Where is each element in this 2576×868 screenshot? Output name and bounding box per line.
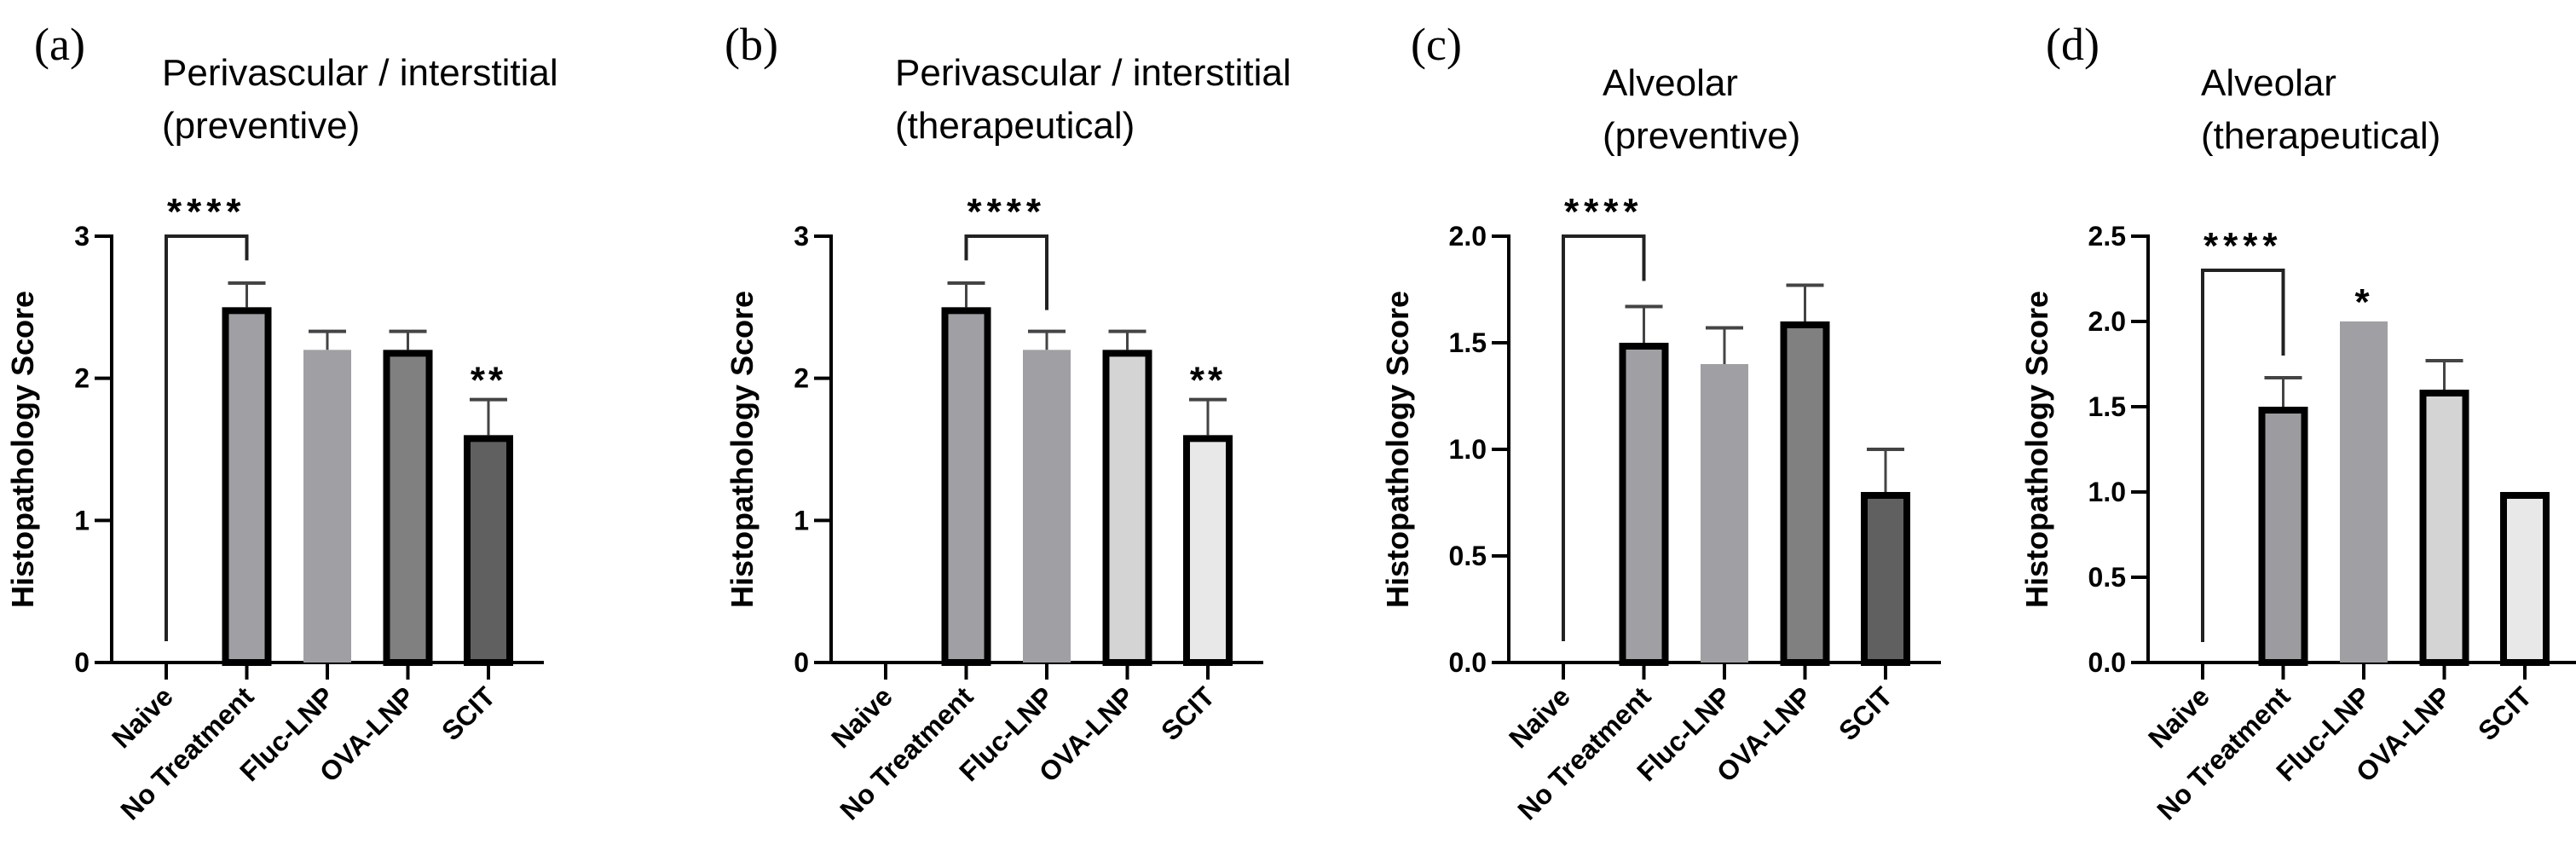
y-tick-label: 3 (794, 221, 809, 252)
significance-label: **** (967, 191, 1047, 233)
significance-label: **** (167, 191, 246, 233)
panel-title: (preventive) (162, 105, 360, 147)
x-tick-label: SCIT (2472, 680, 2538, 746)
y-tick-label: 2 (74, 363, 90, 394)
panel-title: Alveolar (1603, 62, 1738, 104)
y-axis-label: Histopathology Score (725, 291, 760, 608)
y-tick-label: 0.5 (2088, 562, 2126, 593)
significance-label: ** (471, 360, 506, 402)
panel-title: Perivascular / interstitial (162, 52, 558, 94)
panel-label: (a) (34, 19, 85, 70)
y-tick-label: 1 (794, 505, 809, 535)
panel-label: (b) (725, 19, 778, 70)
x-tick-label: Naive (825, 680, 898, 754)
y-tick-label: 1.0 (2088, 477, 2126, 507)
bar (383, 350, 433, 666)
bar (2500, 492, 2550, 666)
bar (303, 350, 351, 663)
y-tick-label: 1.5 (2088, 391, 2126, 422)
significance-bracket (2201, 269, 2285, 642)
y-tick-label: 2.0 (1449, 221, 1487, 252)
significance-label: **** (1564, 191, 1643, 233)
x-tick-label: Naive (106, 680, 179, 754)
panel-title: (preventive) (1603, 115, 1800, 157)
y-tick-label: 0 (74, 647, 90, 678)
panel-title: Perivascular / interstitial (895, 52, 1291, 94)
bar (2340, 321, 2388, 663)
y-tick-label: 2 (794, 363, 809, 394)
panel-d: (d) Alveolar (therapeutical) Histopathology… (2019, 19, 2576, 826)
bar (222, 307, 272, 666)
x-tick-label: Naive (2142, 680, 2215, 754)
bar (464, 435, 513, 666)
y-tick-label: 1.0 (1449, 434, 1487, 465)
bar (1861, 492, 1910, 666)
panel-title: (therapeutical) (2201, 115, 2440, 157)
y-tick-label: 0.0 (1449, 647, 1487, 678)
bar (1023, 350, 1071, 663)
significance-bracket (1562, 234, 1646, 641)
bar (941, 307, 991, 666)
x-tick-label: SCIT (1833, 680, 1898, 746)
bar (1701, 364, 1748, 663)
y-tick-label: 2.0 (2088, 306, 2126, 337)
y-tick-label: 1.5 (1449, 327, 1487, 358)
bar (1619, 343, 1669, 666)
panel-label: (c) (1411, 19, 1462, 70)
y-tick-label: 0.0 (2088, 647, 2126, 678)
bar (2258, 407, 2308, 666)
bar (1183, 435, 1233, 666)
y-axis-label: Histopathology Score (2019, 291, 2054, 608)
bar (1780, 321, 1830, 666)
y-axis-label: Histopathology Score (1380, 291, 1415, 608)
significance-bracket (964, 234, 1048, 310)
x-tick-label: SCIT (1155, 680, 1221, 746)
y-tick-label: 3 (74, 221, 90, 252)
y-tick-label: 0.5 (1449, 541, 1487, 571)
panel-b: (b) Perivascular / interstitial (therapeut… (725, 19, 1291, 826)
panel-title: Alveolar (2201, 62, 2336, 104)
significance-bracket (165, 234, 249, 641)
significance-label: ** (1190, 360, 1226, 402)
bar (2419, 390, 2469, 666)
panel-title: (therapeutical) (895, 105, 1135, 147)
bar (1102, 350, 1152, 666)
panel-label: (d) (2046, 19, 2099, 70)
panel-c: (c) Alveolar (preventive) Histopathology Sc… (1380, 19, 1941, 826)
x-tick-label: SCIT (436, 680, 501, 746)
significance-label: **** (2203, 225, 2283, 267)
y-tick-label: 2.5 (2088, 221, 2126, 252)
y-tick-label: 1 (74, 505, 90, 535)
significance-label: * (2354, 281, 2372, 323)
y-axis-label: Histopathology Score (5, 291, 40, 608)
panel-a: (a) Perivascular / interstitial (preventiv… (5, 19, 558, 826)
y-tick-label: 0 (794, 647, 809, 678)
x-tick-label: Naive (1503, 680, 1576, 754)
